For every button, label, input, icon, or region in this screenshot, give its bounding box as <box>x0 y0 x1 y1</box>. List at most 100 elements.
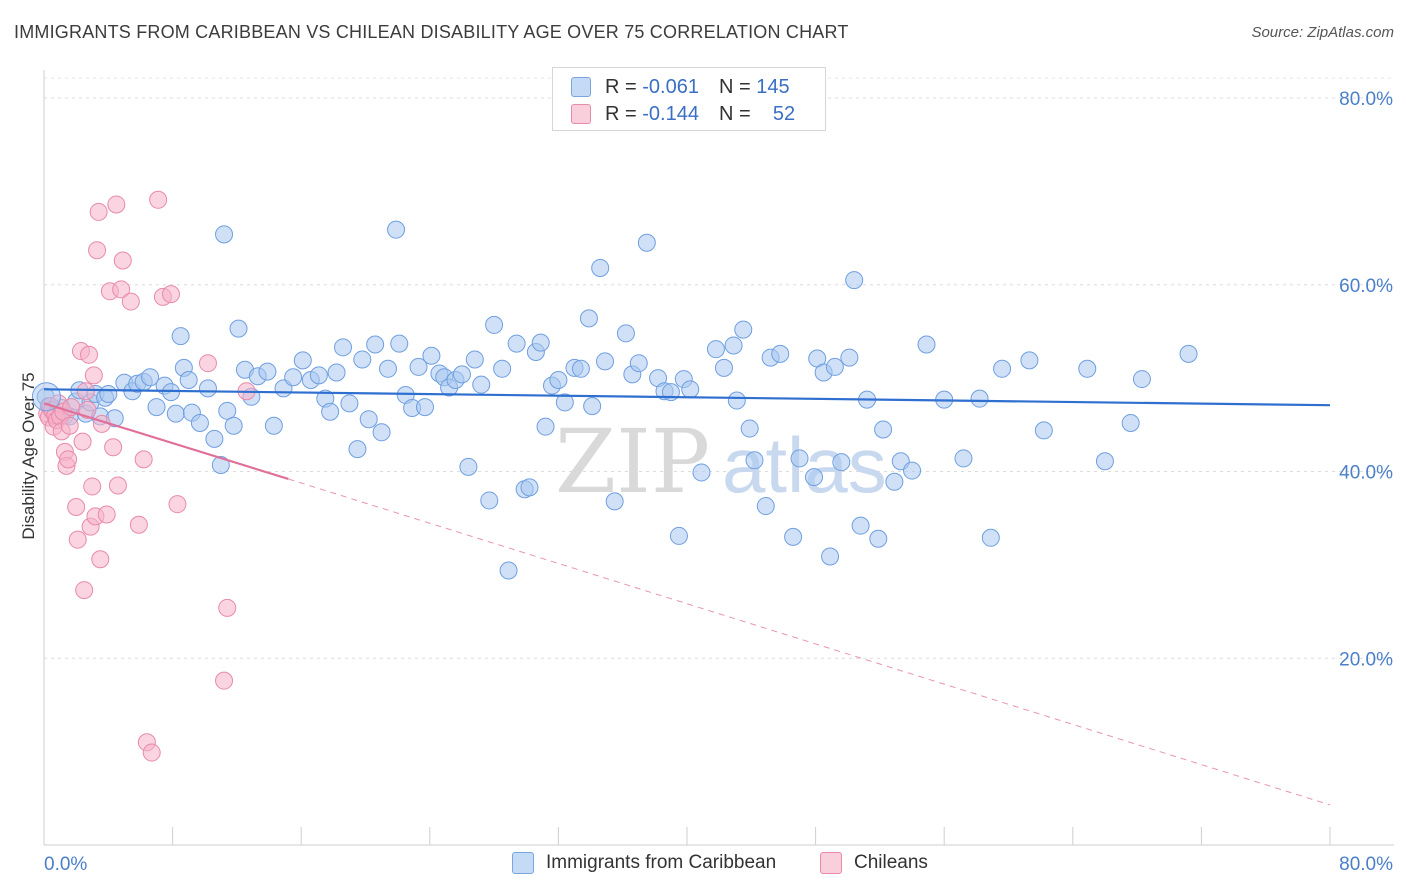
trend-line-caribbean <box>43 388 1331 407</box>
x-tick-label: 0.0% <box>44 854 87 875</box>
point-caribbean <box>493 359 512 378</box>
trend-line-chileans-extrapolated <box>288 478 1331 806</box>
point-caribbean <box>264 416 283 435</box>
point-chileans <box>104 438 123 457</box>
point-caribbean <box>372 423 391 442</box>
point-caribbean <box>832 453 851 472</box>
point-caribbean <box>917 335 936 354</box>
point-chileans <box>88 241 107 260</box>
point-caribbean <box>616 324 635 343</box>
point-caribbean <box>171 327 190 346</box>
legend-n-label: N = <box>718 102 751 125</box>
point-caribbean <box>981 528 1000 547</box>
point-chileans <box>113 251 132 270</box>
y-tick-label: 40.0% <box>1339 463 1393 484</box>
point-caribbean <box>485 315 504 334</box>
point-chileans <box>218 598 237 617</box>
point-caribbean <box>669 526 688 545</box>
point-caribbean <box>591 258 610 277</box>
point-chileans <box>80 345 99 364</box>
point-chileans <box>149 190 168 209</box>
point-caribbean <box>480 491 499 510</box>
y-tick-label: 60.0% <box>1339 276 1393 297</box>
tick-labels: 20.0% 40.0% 60.0% 80.0% 0.0% 80.0% <box>44 89 1393 875</box>
point-caribbean <box>555 393 574 412</box>
point-chileans <box>84 366 103 385</box>
point-caribbean <box>1034 421 1053 440</box>
point-chileans <box>121 292 140 311</box>
point-chileans <box>134 450 153 469</box>
point-caribbean <box>583 397 602 416</box>
point-caribbean <box>415 398 434 417</box>
point-caribbean <box>333 338 352 357</box>
point-caribbean <box>784 527 803 546</box>
point-caribbean <box>147 398 166 417</box>
series-legend-chileans[interactable]: Chileans <box>820 852 928 874</box>
point-caribbean <box>903 461 922 480</box>
point-caribbean <box>359 410 378 429</box>
point-caribbean <box>874 420 893 439</box>
point-caribbean <box>1121 413 1140 432</box>
point-caribbean <box>536 417 555 436</box>
point-chileans <box>161 285 180 304</box>
y-tick-label: 80.0% <box>1339 89 1393 110</box>
point-caribbean <box>706 340 725 359</box>
point-caribbean <box>340 394 359 413</box>
point-caribbean <box>293 351 312 370</box>
series-chileans <box>38 190 256 762</box>
point-caribbean <box>885 472 904 491</box>
series-legend: Immigrants from Caribbean Chileans <box>0 852 1406 878</box>
stats-legend: R = -0.061 N = 145 R = -0.144 N = 52 <box>552 67 826 131</box>
point-caribbean <box>724 336 743 355</box>
point-caribbean <box>366 335 385 354</box>
point-caribbean <box>327 363 346 382</box>
point-caribbean <box>459 457 478 476</box>
point-caribbean <box>472 375 491 394</box>
point-caribbean <box>845 271 864 290</box>
point-caribbean <box>1020 351 1039 370</box>
point-caribbean <box>734 320 753 339</box>
y-tick-label: 20.0% <box>1339 649 1393 670</box>
point-caribbean <box>637 233 656 252</box>
point-caribbean <box>740 419 759 438</box>
point-caribbean <box>993 359 1012 378</box>
legend-n-value: 145 <box>756 75 790 98</box>
point-caribbean <box>681 380 700 399</box>
point-caribbean <box>179 371 198 389</box>
legend-n-label: N = <box>718 75 751 98</box>
series-legend-caribbean[interactable]: Immigrants from Caribbean <box>512 852 776 874</box>
point-caribbean <box>141 368 160 387</box>
point-chileans <box>112 280 131 299</box>
point-caribbean <box>507 334 526 353</box>
point-caribbean <box>596 352 615 371</box>
trend-line-chileans <box>43 402 289 481</box>
point-caribbean <box>499 561 518 580</box>
point-caribbean <box>756 497 775 516</box>
point-caribbean <box>215 225 234 244</box>
point-caribbean <box>804 468 823 487</box>
point-chileans <box>68 530 87 549</box>
legend-row-caribbean: R = -0.061 N = 145 <box>571 74 790 100</box>
series-caribbean <box>36 220 1198 580</box>
point-caribbean <box>692 463 711 482</box>
series-label-caribbean: Immigrants from Caribbean <box>546 852 777 873</box>
point-caribbean <box>422 346 441 365</box>
point-caribbean <box>605 492 624 511</box>
point-caribbean <box>161 383 180 402</box>
point-caribbean <box>790 449 809 468</box>
point-caribbean <box>284 368 303 387</box>
point-caribbean <box>211 455 230 474</box>
point-caribbean <box>549 371 568 389</box>
point-caribbean <box>353 350 372 369</box>
source-note: Source: ZipAtlas.com <box>1251 24 1394 41</box>
point-caribbean <box>571 359 590 378</box>
point-caribbean <box>771 344 790 363</box>
series-label-chileans: Chileans <box>854 852 928 873</box>
point-caribbean <box>321 402 340 421</box>
point-caribbean <box>218 401 237 420</box>
legend-r-value: -0.144 <box>642 102 699 125</box>
point-caribbean <box>714 358 733 377</box>
point-chileans <box>198 354 217 373</box>
point-caribbean <box>258 362 277 381</box>
